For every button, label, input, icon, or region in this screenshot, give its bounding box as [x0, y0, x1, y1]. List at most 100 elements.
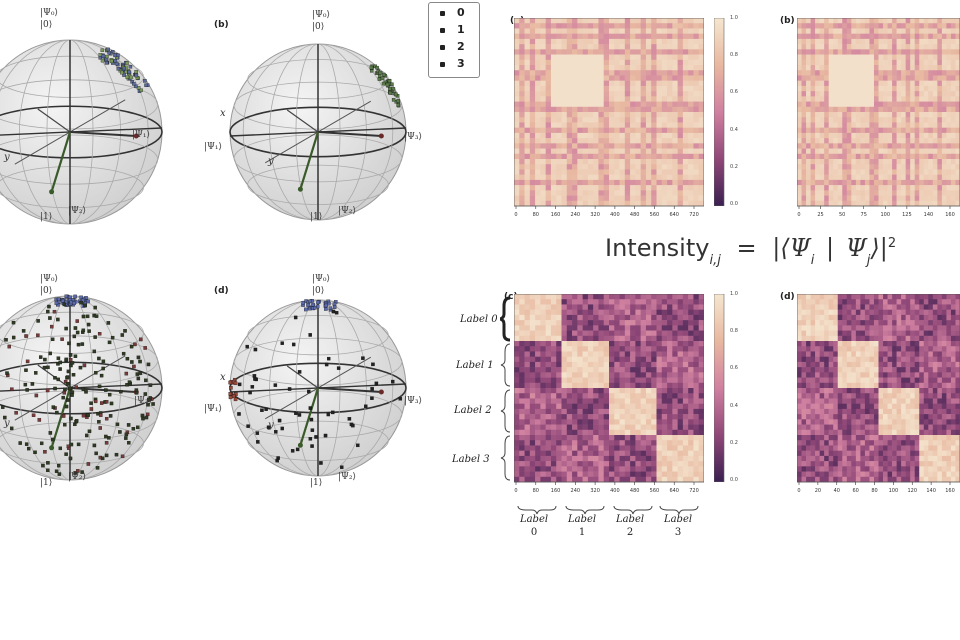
heatmap-cell: [815, 314, 820, 321]
state-marker: [396, 103, 400, 107]
heatmap-cell: [656, 294, 663, 300]
heatmap-cell: [614, 361, 620, 368]
heatmap-cell: [587, 28, 594, 34]
heatmap-cell: [837, 377, 843, 384]
heatmap-cell: [624, 65, 631, 71]
heatmap-cell: [566, 70, 573, 76]
heatmap-cell: [887, 200, 893, 207]
heatmap-cell: [801, 408, 807, 415]
heatmap-cell: [801, 33, 807, 40]
heatmap-cell: [810, 143, 816, 149]
heatmap-cell: [828, 372, 834, 378]
heatmap-cell: [545, 367, 552, 373]
state-marker: [83, 303, 87, 308]
heatmap-cell: [524, 59, 531, 66]
heatmap-cell: [645, 476, 652, 483]
heatmap-cell: [797, 408, 802, 415]
heatmap-cell: [651, 18, 657, 24]
heatmap-cell: [905, 164, 911, 170]
heatmap-cell: [667, 138, 673, 144]
heatmap-cell: [833, 320, 839, 326]
state-marker: [391, 98, 396, 102]
heatmap-cell: [810, 299, 816, 305]
heatmap-cell: [698, 164, 704, 170]
heatmap-cell: [797, 54, 802, 61]
heatmap-cell: [797, 356, 802, 363]
heatmap-cell: [598, 335, 605, 342]
heatmap-cell: [645, 450, 652, 457]
heatmap-cell: [614, 461, 620, 467]
state-marker: [31, 413, 36, 417]
heatmap-cell: [529, 320, 536, 326]
heatmap-cell: [640, 75, 647, 81]
heatmap-cell: [806, 309, 811, 316]
heatmap-cell: [529, 299, 536, 305]
heatmap-cell: [698, 132, 704, 139]
heatmap-cell: [672, 419, 678, 425]
heatmap-cell: [946, 91, 952, 97]
x-tick-label: 160: [945, 212, 955, 218]
state-marker: [76, 342, 81, 347]
heatmap-cell: [828, 195, 834, 202]
heatmap-cell: [624, 117, 631, 123]
heatmap-cell: [698, 299, 704, 305]
heatmap-cell: [550, 450, 557, 457]
state-marker: [107, 50, 111, 55]
heatmap-cell: [677, 18, 684, 24]
heatmap-cell: [932, 200, 938, 207]
heatmap-cell: [556, 429, 562, 436]
state-marker: [63, 379, 68, 384]
heatmap-cell: [582, 471, 589, 478]
heatmap-cell: [514, 398, 520, 404]
heatmap-cell: [603, 361, 610, 368]
heatmap-cell: [688, 44, 694, 50]
heatmap-cell: [640, 450, 647, 457]
heatmap-cell: [801, 54, 807, 61]
heatmap-cell: [598, 96, 605, 102]
heatmap-cell: [828, 450, 834, 457]
heatmap-cell: [932, 174, 938, 181]
heatmap-cell: [873, 18, 879, 24]
heatmap-cell: [624, 132, 631, 139]
heatmap-cell: [873, 185, 879, 191]
heatmap-cell: [640, 367, 647, 373]
heatmap-cell: [656, 195, 663, 202]
heatmap-cell: [619, 382, 626, 389]
heatmap-cell: [556, 190, 562, 196]
heatmap-cell: [860, 148, 866, 155]
heatmap-cell: [698, 414, 704, 420]
heatmap-cell: [819, 200, 825, 207]
heatmap-cell: [582, 440, 589, 446]
heatmap-cell: [582, 476, 589, 483]
heatmap-cell: [846, 294, 852, 300]
heatmap-cell: [688, 408, 694, 415]
heatmap-cell: [540, 33, 546, 40]
heatmap-cell: [797, 70, 802, 76]
heatmap-cell: [801, 80, 807, 87]
heatmap-cell: [883, 185, 888, 191]
heatmap-cell: [656, 414, 663, 420]
heatmap-cell: [609, 70, 615, 76]
heatmap-cell: [577, 122, 583, 128]
heatmap-cell: [815, 445, 820, 451]
heatmap-cell: [846, 361, 852, 368]
state-marker: [100, 456, 105, 461]
heatmap-cell: [869, 190, 875, 196]
heatmap-cell: [640, 23, 647, 29]
heatmap-cell: [667, 330, 673, 337]
heatmap-cell: [593, 70, 599, 76]
heatmap-cell: [656, 70, 663, 76]
heatmap-cell: [540, 153, 546, 160]
heatmap-cell: [842, 195, 848, 202]
heatmap-cell: [693, 18, 700, 24]
heatmap-cell: [682, 388, 689, 394]
heatmap-cell: [519, 330, 525, 337]
heatmap-cell: [587, 361, 594, 368]
heatmap-cell: [645, 164, 652, 170]
heatmap-cell: [630, 450, 636, 457]
heatmap-cell: [545, 112, 552, 118]
heatmap-cell: [587, 153, 594, 160]
heatmap-cell: [842, 174, 848, 181]
heatmap-cell: [651, 23, 657, 29]
heatmap-cell: [955, 101, 960, 108]
